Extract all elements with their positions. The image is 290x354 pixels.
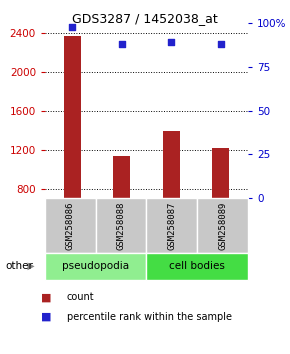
Bar bbox=[162, 131, 180, 267]
Text: GSM258089: GSM258089 bbox=[218, 201, 227, 250]
Bar bbox=[113, 156, 130, 267]
Text: GSM258088: GSM258088 bbox=[117, 201, 126, 250]
Text: ■: ■ bbox=[41, 292, 52, 302]
Text: percentile rank within the sample: percentile rank within the sample bbox=[67, 312, 232, 322]
Bar bbox=[64, 36, 81, 267]
Text: other: other bbox=[6, 261, 34, 272]
Text: cell bodies: cell bodies bbox=[169, 261, 225, 272]
Point bbox=[119, 41, 124, 47]
Point bbox=[169, 39, 173, 45]
Text: GDS3287 / 1452038_at: GDS3287 / 1452038_at bbox=[72, 12, 218, 25]
Text: ■: ■ bbox=[41, 312, 52, 322]
Text: GSM258087: GSM258087 bbox=[167, 201, 176, 250]
Bar bbox=[212, 148, 229, 267]
Text: pseudopodia: pseudopodia bbox=[62, 261, 129, 272]
Text: count: count bbox=[67, 292, 94, 302]
Point bbox=[218, 41, 223, 47]
Text: GSM258086: GSM258086 bbox=[66, 201, 75, 250]
Point bbox=[70, 24, 75, 29]
